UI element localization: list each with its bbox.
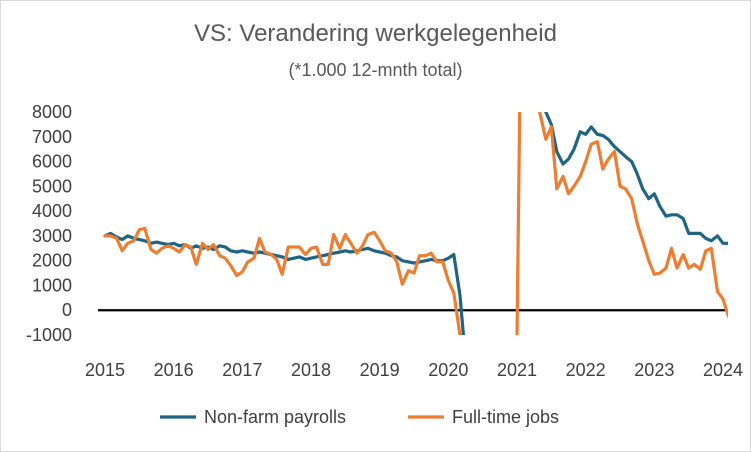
y-tick-label: 6000	[32, 152, 72, 172]
x-tick-label: 2019	[360, 360, 400, 380]
x-tick-label: 2018	[291, 360, 331, 380]
legend: Non-farm payrolls Full-time jobs	[160, 407, 559, 427]
series-line-non-farm-payrolls	[544, 112, 728, 245]
x-tick-label: 2024	[703, 360, 743, 380]
x-tick-label: 2015	[85, 360, 125, 380]
y-axis-ticks: 8000 7000 6000 5000 4000 3000 2000 1000 0 -1000	[26, 102, 72, 345]
y-tick-label: 0	[62, 300, 72, 320]
x-tick-label: 2021	[497, 360, 537, 380]
y-tick-label: 4000	[32, 201, 72, 221]
x-tick-label: 2023	[634, 360, 674, 380]
y-tick-label: 5000	[32, 176, 72, 196]
x-tick-label: 2020	[428, 360, 468, 380]
series-line-full-time-jobs	[515, 112, 522, 335]
x-tick-label: 2017	[222, 360, 262, 380]
legend-label: Non-farm payrolls	[204, 407, 346, 427]
legend-label: Full-time jobs	[452, 407, 559, 427]
y-tick-label: 8000	[32, 102, 72, 122]
y-tick-label: 7000	[32, 127, 72, 147]
y-tick-label: 2000	[32, 251, 72, 271]
x-tick-label: 2022	[566, 360, 606, 380]
series-lines	[103, 112, 728, 335]
y-tick-label: 1000	[32, 275, 72, 295]
chart-subtitle: (*1.000 12-mnth total)	[288, 60, 463, 80]
chart-title: VS: Verandering werkgelegenheid	[194, 20, 557, 47]
y-tick-label: 3000	[32, 226, 72, 246]
x-tick-label: 2016	[154, 360, 194, 380]
series-line-non-farm-payrolls	[103, 231, 465, 335]
y-tick-label: -1000	[26, 325, 72, 345]
series-line-full-time-jobs	[103, 226, 462, 335]
series-line-full-time-jobs	[538, 112, 728, 318]
x-axis-ticks: 2015 2016 2017 2018 2019 2020 2021 2022 2023 2024	[85, 360, 743, 380]
